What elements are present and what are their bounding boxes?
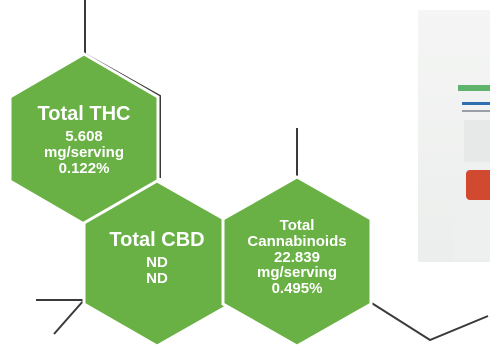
cbd-value: ND <box>146 254 168 271</box>
photo-blue-strip <box>462 102 490 105</box>
bond-line-tail <box>369 301 489 342</box>
cannabinoids-title-line1: Total <box>279 217 315 234</box>
cannabinoids-unit: mg/serving <box>256 264 338 282</box>
photo-red-object <box>466 170 490 200</box>
thc-unit: mg/serving <box>43 143 125 161</box>
cbd-title: Total CBD <box>109 229 205 251</box>
photo-grey-strip <box>462 110 490 112</box>
bond-line-leftdown <box>53 299 85 335</box>
cbd-percent: ND <box>146 269 168 287</box>
cannabinoids-value: 22.839 <box>274 248 320 266</box>
cannabinoids-percent: 0.495% <box>271 280 323 297</box>
cannabinoids-label-block: Total Cannabinoids 22.839 mg/serving 0.4… <box>228 218 366 297</box>
thc-title: Total THC <box>37 103 131 125</box>
photo-green-strip <box>458 85 490 91</box>
cbd-label-block: Total CBD ND ND <box>92 230 222 287</box>
thc-label-block: Total THC 5.608 mg/serving 0.122% <box>22 104 146 176</box>
photo-fade <box>454 200 490 260</box>
photo-box <box>464 120 490 162</box>
thc-value: 5.608 <box>65 128 103 145</box>
cannabinoids-title-line2: Cannabinoids <box>247 232 347 250</box>
thc-percent: 0.122% <box>58 159 110 177</box>
product-photo <box>418 10 490 262</box>
